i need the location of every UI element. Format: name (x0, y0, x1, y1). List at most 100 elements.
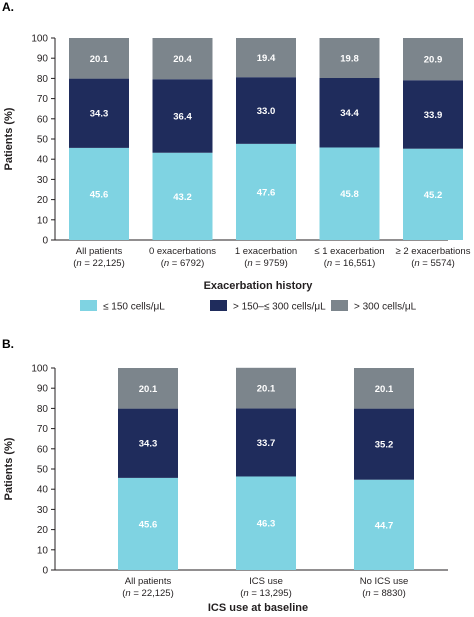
y-tick-label: 30 (37, 175, 49, 186)
data-label: 20.1 (90, 54, 109, 65)
bar-segment (354, 368, 414, 409)
y-tick-label: 70 (37, 424, 49, 435)
y-tick-label: 20 (37, 195, 49, 206)
data-label: 33.9 (424, 110, 443, 121)
data-label: 34.4 (340, 108, 359, 119)
data-label: 20.9 (424, 55, 443, 66)
data-label: 19.4 (257, 53, 276, 64)
y-tick-label: 20 (37, 525, 49, 536)
y-tick-label: 40 (37, 485, 49, 496)
category-label: ≤ 1 exacerbation (314, 246, 384, 257)
data-label: 20.4 (173, 54, 192, 65)
category-label: All patients (76, 246, 123, 257)
y-tick-label: 0 (42, 566, 48, 577)
bar-segment (118, 408, 178, 478)
chart-a: 0 10 20 30 40 50 60 70 80 90 100 Patients (%) 45.6 34… (3, 34, 471, 293)
category-label: All patients (125, 576, 172, 587)
data-label: 45.2 (424, 190, 443, 201)
data-label: 20.1 (257, 384, 276, 395)
bar-segment (118, 368, 178, 409)
y-axis-title: Patients (%) (3, 437, 15, 500)
category-label: No ICS use (360, 576, 409, 587)
data-label: 19.8 (340, 53, 359, 64)
x-axis-title: ICS use at baseline (208, 602, 308, 614)
data-label: 33.0 (257, 106, 276, 117)
bar-segment (152, 79, 213, 153)
x-axis-title: Exacerbation history (204, 280, 314, 292)
y-tick-label: 10 (37, 215, 49, 226)
bar-segment (236, 367, 296, 409)
chart-b: 0 10 20 30 40 50 60 70 80 90 100 Patients (%) 45.6 34… (3, 364, 448, 614)
data-label: 33.7 (257, 438, 276, 449)
data-label: 46.3 (257, 519, 276, 530)
data-label: 45.8 (340, 189, 359, 200)
bar-segment (69, 147, 129, 240)
category-n-label: (n = 22,125) (73, 258, 125, 269)
legend-label: ≤ 150 cells/μL (103, 302, 165, 313)
category-n-label: (n = 5574) (411, 258, 455, 269)
y-tick-label: 80 (37, 74, 49, 85)
data-label: 47.6 (257, 187, 276, 198)
bar-segment (152, 38, 213, 80)
y-tick-label: 100 (31, 364, 48, 375)
data-label: 34.3 (139, 439, 158, 450)
bar-segment (69, 38, 129, 79)
y-tick-label: 60 (37, 444, 49, 455)
y-tick-label: 80 (37, 404, 49, 415)
panel-label-a: A. (2, 0, 14, 14)
data-label: 44.7 (375, 520, 394, 531)
y-tick-label: 70 (37, 94, 49, 105)
bar-segment (69, 78, 129, 148)
bar-segment (354, 408, 414, 480)
category-n-label: (n = 6792) (161, 258, 205, 269)
y-tick-label: 50 (37, 135, 49, 146)
bar-segment (319, 38, 380, 78)
y-axis-title: Patients (%) (3, 107, 15, 170)
y-tick-label: 0 (42, 236, 48, 247)
bar-segment (236, 38, 296, 78)
data-label: 20.1 (139, 384, 158, 395)
panel-label-b: B. (2, 337, 14, 351)
category-label: 1 exacerbation (235, 246, 297, 257)
y-tick-label: 90 (37, 384, 49, 395)
y-tick-label: 90 (37, 54, 49, 65)
y-tick-label: 60 (37, 114, 49, 125)
data-label: 43.2 (173, 192, 192, 203)
bar-segment (236, 408, 296, 477)
bar-segment (236, 476, 296, 570)
y-tick-label: 50 (37, 465, 49, 476)
bar-segment (118, 477, 178, 570)
legend-swatch (210, 300, 227, 311)
legend: ≤ 150 cells/μL > 150–≤ 300 cells/μL > 300 … (80, 300, 417, 313)
y-tick-label: 30 (37, 505, 49, 516)
bar-segment (152, 152, 213, 240)
data-label: 36.4 (173, 111, 192, 122)
bar-segment (403, 80, 463, 149)
bar-segment (403, 38, 463, 81)
category-label: ICS use (249, 576, 283, 587)
bar-segment (319, 147, 380, 240)
data-label: 45.6 (139, 519, 158, 530)
bar-segment (236, 77, 296, 144)
bar-segment (319, 77, 380, 148)
category-n-label: (n = 16,551) (324, 258, 376, 269)
category-n-label: (n = 9759) (244, 258, 288, 269)
category-n-label: (n = 8830) (362, 588, 406, 599)
y-tick-label: 10 (37, 545, 49, 556)
legend-swatch (331, 300, 348, 311)
bar-segment (354, 479, 414, 570)
data-label: 34.3 (90, 109, 109, 120)
y-tick-label: 100 (31, 34, 48, 45)
category-n-label: (n = 13,295) (240, 588, 292, 599)
category-n-label: (n = 22,125) (122, 588, 174, 599)
bar-segment (403, 148, 463, 240)
bar-segment (236, 143, 296, 240)
y-tick-label: 40 (37, 155, 49, 166)
legend-label: > 150–≤ 300 cells/μL (233, 302, 326, 313)
category-label: 0 exacerbations (149, 246, 216, 257)
data-label: 45.6 (90, 189, 109, 200)
data-label: 20.1 (375, 384, 394, 395)
legend-swatch (80, 300, 97, 311)
legend-label: > 300 cells/μL (354, 302, 417, 313)
